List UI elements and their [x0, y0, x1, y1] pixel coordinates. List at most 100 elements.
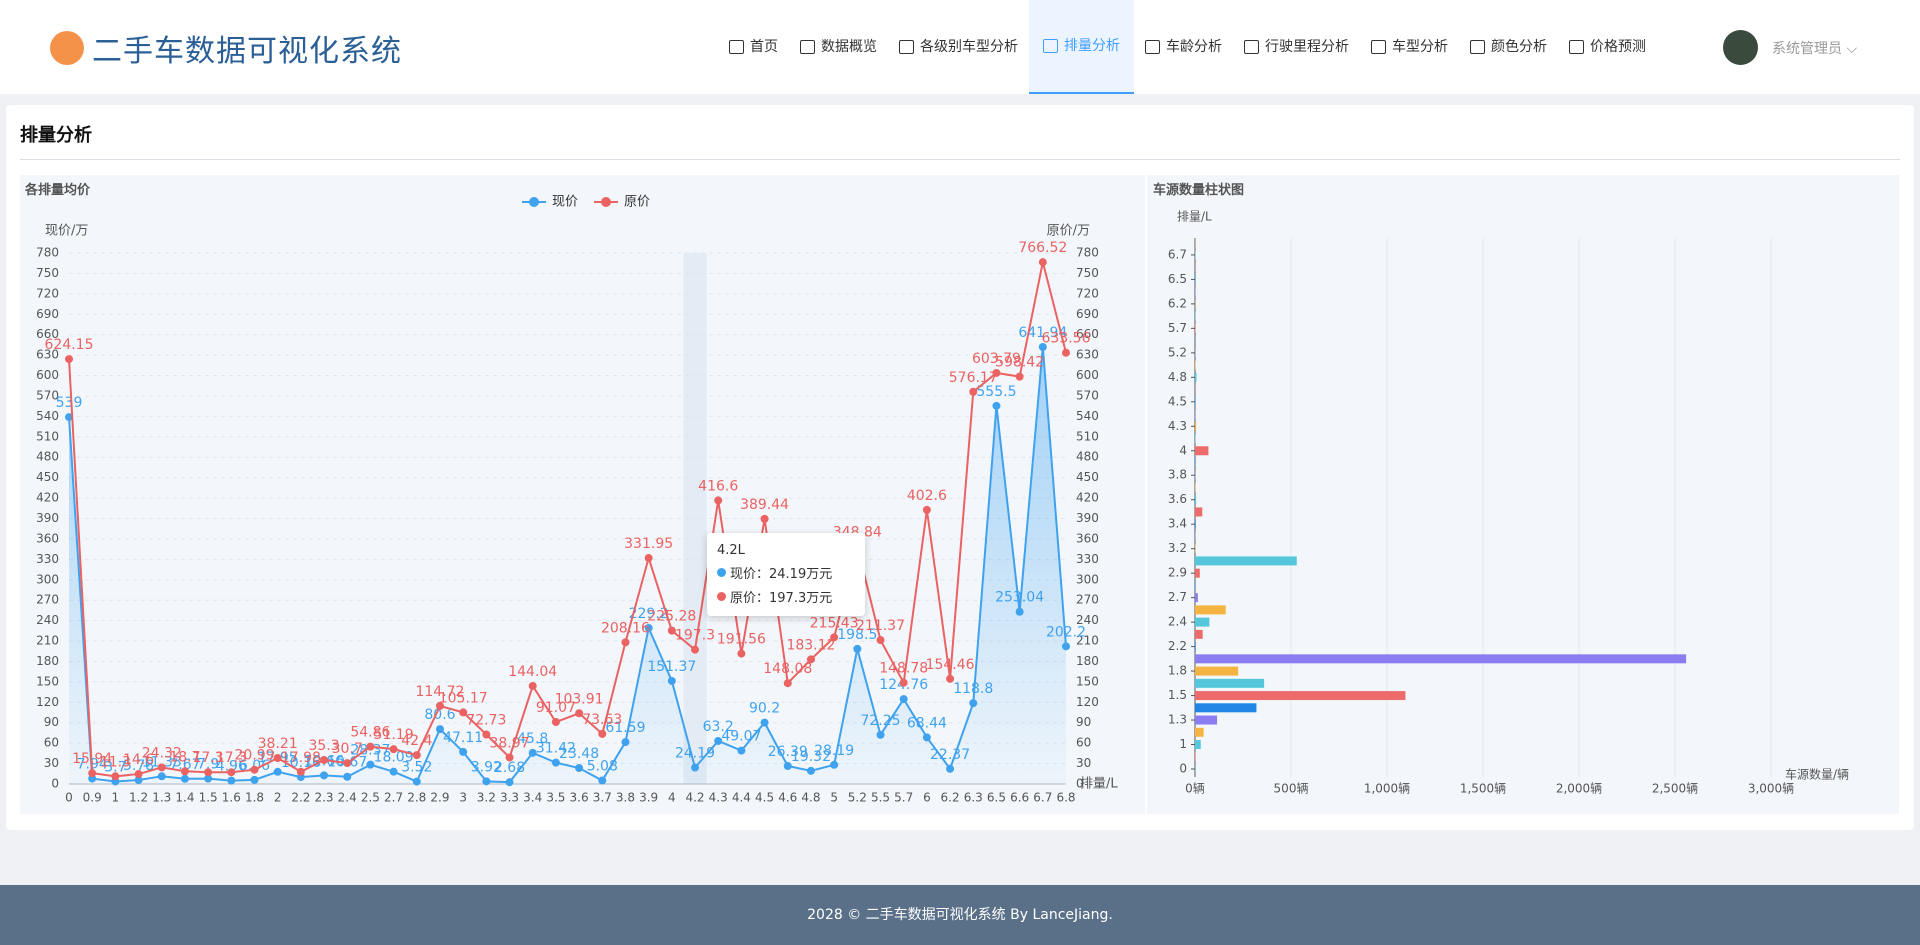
point — [343, 772, 352, 781]
nav-label[interactable]: 各级别车型分析 — [920, 39, 1018, 55]
x-tick-label: 6.6 — [1010, 791, 1029, 805]
value-label: 105.17 — [439, 690, 488, 706]
legend-dot — [529, 197, 539, 207]
y-tick-label: 1.8 — [1168, 664, 1187, 678]
bar — [1195, 507, 1203, 517]
y2-tick-label: 450 — [1076, 470, 1099, 484]
y-tick-label: 480 — [36, 450, 59, 464]
point — [1015, 607, 1024, 616]
user-menu[interactable]: 系统管理员 ⌵ — [1772, 41, 1858, 57]
point — [250, 765, 259, 774]
point — [88, 769, 97, 778]
y-tick-label: 3.8 — [1168, 468, 1187, 482]
bar — [1195, 629, 1203, 639]
point — [691, 763, 700, 772]
point — [575, 764, 584, 773]
y-tick-label: 450 — [36, 470, 59, 484]
y-tick-label: 4 — [1179, 443, 1187, 457]
y2-tick-label: 630 — [1076, 348, 1099, 362]
x-tick-label: 0 — [65, 791, 73, 805]
y-tick-label: 390 — [36, 511, 59, 525]
y2-tick-label: 780 — [1076, 246, 1099, 260]
y2-tick-label: 390 — [1076, 511, 1099, 525]
value-label: 24.19 — [675, 746, 715, 762]
y-tick-label: 1 — [1179, 737, 1187, 751]
value-label: 3.7 — [104, 759, 126, 775]
nav-item[interactable]: 行驶里程分析 — [1233, 0, 1360, 94]
bar — [1195, 458, 1196, 468]
value-label: 72.25 — [860, 713, 900, 729]
point — [760, 718, 769, 727]
avatar[interactable] — [1723, 30, 1758, 65]
value-label: 72.73 — [466, 712, 506, 728]
x-tick-label: 6.8 — [1056, 791, 1075, 805]
value-label: 766.52 — [1018, 240, 1067, 256]
point — [714, 496, 723, 505]
nav-item[interactable]: 各级别车型分析 — [888, 0, 1029, 94]
value-label: 148.08 — [763, 661, 812, 677]
value-label: 80.6 — [424, 707, 455, 723]
y-tick-label: 150 — [36, 674, 59, 688]
value-label: 38.97 — [489, 735, 529, 751]
user-name[interactable]: 系统管理员 — [1772, 41, 1842, 57]
value-label: 42.4 — [401, 733, 432, 749]
bar — [1195, 654, 1687, 664]
nav-item[interactable]: 车龄分析 — [1134, 0, 1233, 94]
nav-label[interactable]: 排量分析 — [1064, 38, 1120, 54]
point — [1038, 342, 1047, 351]
value-label: 331.95 — [624, 536, 673, 552]
tooltip-text: 现价：24.19万元 — [730, 567, 833, 582]
point — [714, 736, 723, 745]
x-tick-label: 2.7 — [384, 791, 403, 805]
point — [783, 679, 792, 688]
nav-label[interactable]: 数据概览 — [821, 39, 877, 55]
nav-item[interactable]: 车型分析 — [1360, 0, 1459, 94]
nav-item[interactable]: 首页 — [718, 0, 789, 94]
point — [1038, 258, 1047, 267]
y2-tick-label: 90 — [1076, 715, 1091, 729]
value-label: 202.2 — [1046, 624, 1086, 640]
nav-item[interactable]: 数据概览 — [789, 0, 888, 94]
x-tick-label: 6.3 — [964, 791, 983, 805]
y-tick-label: 3.6 — [1168, 492, 1187, 506]
bar — [1195, 715, 1218, 725]
x-tick-label: 2,500辆 — [1652, 782, 1698, 796]
nav-label[interactable]: 车型分析 — [1392, 39, 1448, 55]
y2-tick-label: 300 — [1076, 572, 1099, 586]
value-label: 35.3 — [308, 738, 339, 754]
point — [876, 636, 885, 645]
point — [899, 695, 908, 704]
y-tick-label: 2.2 — [1168, 639, 1187, 653]
nav-item[interactable]: 价格预测 — [1558, 0, 1657, 94]
tooltip-text: 原价：197.3万元 — [730, 591, 833, 606]
nav-item-active[interactable]: 排量分析 — [1029, 0, 1134, 94]
point — [667, 626, 676, 635]
point — [899, 678, 908, 687]
value-label: 63.2 — [703, 719, 734, 735]
nav-label[interactable]: 首页 — [750, 39, 778, 55]
point — [505, 778, 514, 787]
point — [621, 638, 630, 647]
bar — [1195, 446, 1209, 456]
value-label: 17.3 — [193, 750, 224, 766]
value-label: 5.78 — [123, 758, 154, 774]
y-tick-label: 4.3 — [1168, 419, 1187, 433]
value-label: 90.2 — [749, 701, 780, 717]
x-tick-label: 2.8 — [407, 791, 426, 805]
x-tick-label: 5.2 — [848, 791, 867, 805]
point — [227, 768, 236, 777]
y-tick-label: 6.2 — [1168, 296, 1187, 310]
y2-tick-label: 690 — [1076, 307, 1099, 321]
line-panel — [20, 175, 1145, 814]
nav-label[interactable]: 颜色分析 — [1491, 39, 1547, 55]
value-label: 22.37 — [930, 747, 970, 763]
divider — [20, 159, 1900, 160]
nav-label[interactable]: 价格预测 — [1590, 39, 1646, 55]
y-tick-label: 5.7 — [1168, 321, 1187, 335]
point — [435, 725, 444, 734]
value-label: 47.11 — [443, 730, 483, 746]
nav-label[interactable]: 车龄分析 — [1166, 39, 1222, 55]
nav-item[interactable]: 颜色分析 — [1459, 0, 1558, 94]
x-tick-label: 5 — [830, 791, 838, 805]
nav-label[interactable]: 行驶里程分析 — [1265, 39, 1349, 55]
